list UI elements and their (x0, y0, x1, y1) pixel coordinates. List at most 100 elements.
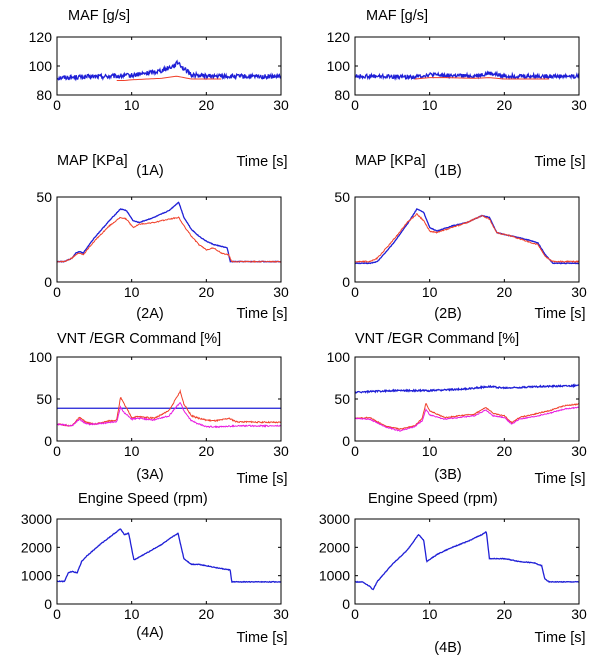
series-line-red (355, 212, 579, 264)
panel-caption: (2A) (136, 306, 163, 322)
y-tick-label: 1000 (319, 568, 350, 584)
panel-2b: MAP [KPa] (2B) Time [s] 0 10 20 30 0 50 (334, 153, 587, 322)
plot-frame (354, 196, 580, 283)
panel-3b: VNT /EGR Command [%] (3B) Time [s] 0 10 20 30 0… (327, 331, 587, 487)
x-tick-label: 10 (422, 443, 438, 459)
panel-caption: (2B) (434, 306, 461, 322)
x-tick-label: 30 (571, 606, 587, 622)
series-group (355, 208, 579, 265)
y-tick-label: 2000 (21, 539, 52, 555)
x-tick-label: 20 (497, 97, 513, 113)
x-tick-label: 20 (199, 97, 215, 113)
plot-frame (56, 356, 282, 442)
x-tick-label: 0 (351, 606, 359, 622)
x-tick-label: 0 (53, 284, 61, 300)
x-axis-label: Time [s] (534, 154, 585, 170)
x-axis-label: Time [s] (534, 471, 585, 487)
series-line-red (355, 402, 579, 431)
series-group (57, 59, 281, 82)
series-line-magenta (355, 406, 579, 432)
x-tick-label: 0 (53, 606, 61, 622)
x-tick-label: 0 (53, 443, 61, 459)
y-tick-label: 120 (29, 29, 53, 45)
panel-caption: (4B) (434, 640, 461, 655)
y-tick-label: 3000 (319, 511, 350, 527)
series-group (57, 528, 281, 584)
panel-title: MAF [g/s] (366, 8, 428, 24)
series-line-blue (355, 208, 579, 265)
panel-caption: (1A) (136, 163, 163, 179)
panel-4a: Engine Speed (rpm) (4A) Time [s] 0 10 20 30 0 10… (21, 491, 289, 646)
y-tick-label: 50 (36, 189, 52, 205)
y-tick-label: 100 (327, 349, 351, 365)
panel-title: MAP [KPa] (57, 153, 128, 169)
x-tick-label: 30 (571, 97, 587, 113)
series-line-red (414, 77, 550, 80)
x-tick-label: 30 (273, 284, 289, 300)
panel-caption: (3A) (136, 467, 163, 483)
x-tick-label: 30 (273, 443, 289, 459)
y-tick-label: 100 (29, 349, 53, 365)
y-tick-label: 0 (342, 433, 350, 449)
series-line-blue (355, 531, 579, 591)
x-tick-label: 10 (422, 606, 438, 622)
panel-title: Engine Speed (rpm) (78, 491, 208, 507)
x-tick-label: 10 (422, 97, 438, 113)
panel-3a: VNT /EGR Command [%] (3A) Time [s] 0 10 20 30 0… (29, 331, 289, 487)
x-tick-label: 0 (53, 97, 61, 113)
y-tick-label: 50 (334, 391, 350, 407)
x-tick-label: 0 (351, 284, 359, 300)
x-tick-label: 20 (199, 606, 215, 622)
plot-frame (354, 36, 580, 96)
y-tick-label: 80 (36, 87, 52, 103)
x-axis-label: Time [s] (236, 630, 287, 646)
x-tick-label: 20 (497, 284, 513, 300)
x-tick-label: 30 (571, 443, 587, 459)
x-tick-label: 30 (273, 97, 289, 113)
y-tick-label: 0 (342, 596, 350, 612)
series-line-blue (57, 59, 281, 82)
y-tick-label: 100 (29, 58, 53, 74)
panel-title: VNT /EGR Command [%] (355, 331, 519, 347)
panel-1a: MAF [g/s] (1A) Time [s] 0 10 20 30 80 100 120 (29, 8, 289, 179)
panel-4b: Engine Speed (rpm) (4B) Time [s] 0 10 20 30 0 10… (319, 491, 587, 655)
y-tick-label: 2000 (319, 539, 350, 555)
series-line-magenta (57, 401, 281, 429)
series-line-red (57, 216, 281, 263)
y-tick-label: 80 (334, 87, 350, 103)
x-tick-label: 20 (199, 443, 215, 459)
x-axis-label: Time [s] (534, 306, 585, 322)
series-line-blue (57, 528, 281, 584)
panel-caption: (3B) (434, 467, 461, 483)
series-group (355, 383, 579, 432)
plot-frame (56, 196, 282, 283)
x-tick-label: 0 (351, 97, 359, 113)
panel-title: VNT /EGR Command [%] (57, 331, 221, 347)
y-tick-label: 0 (44, 433, 52, 449)
panel-1b: MAF [g/s] (1B) Time [s] 0 10 20 30 80 100 120 (327, 8, 587, 179)
y-tick-label: 0 (342, 274, 350, 290)
x-tick-label: 20 (497, 606, 513, 622)
x-axis-label: Time [s] (236, 306, 287, 322)
panel-title: MAP [KPa] (355, 153, 426, 169)
y-tick-label: 50 (334, 189, 350, 205)
series-line-blue (355, 70, 579, 81)
x-tick-label: 30 (273, 606, 289, 622)
series-line-blue (57, 201, 281, 263)
series-line-blue (355, 383, 579, 394)
x-axis-label: Time [s] (236, 154, 287, 170)
y-tick-label: 0 (44, 274, 52, 290)
series-group (57, 388, 281, 429)
y-tick-label: 100 (327, 58, 351, 74)
panel-2a: MAP [KPa] (2A) Time [s] 0 10 20 30 0 50 (36, 153, 289, 322)
x-axis-label: Time [s] (534, 630, 585, 646)
y-tick-label: 3000 (21, 511, 52, 527)
y-tick-label: 0 (44, 596, 52, 612)
x-tick-label: 10 (124, 97, 140, 113)
series-group (355, 70, 579, 81)
panel-caption: (4A) (136, 625, 163, 641)
x-tick-label: 0 (351, 443, 359, 459)
x-tick-label: 20 (199, 284, 215, 300)
x-tick-label: 10 (124, 284, 140, 300)
